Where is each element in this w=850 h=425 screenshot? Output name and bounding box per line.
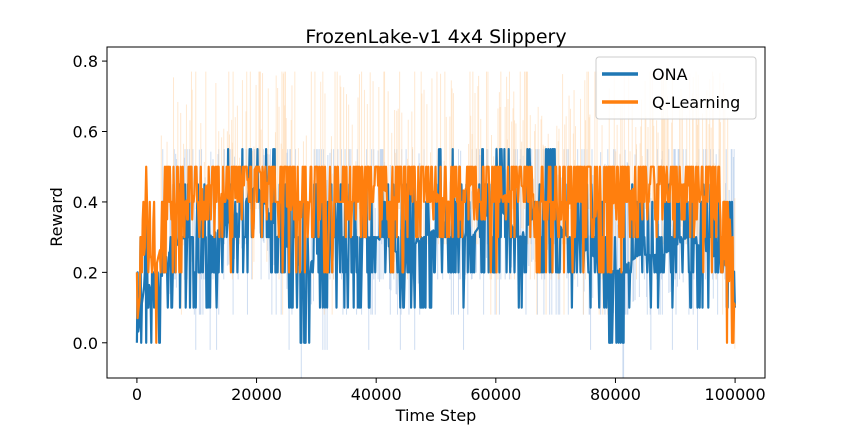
series-line [135, 148, 736, 344]
y-tick-label: 0.4 [73, 193, 98, 212]
x-axis: 0 20000 40000 60000 80000 100000 [132, 378, 766, 404]
plot-frame [106, 46, 766, 379]
y-tick-label: 0.2 [73, 263, 98, 282]
legend-label-ona: ONA [652, 65, 688, 84]
series-line [135, 165, 736, 344]
y-tick-label: 0.6 [73, 123, 98, 142]
y-axis: 0.0 0.2 0.4 0.6 0.8 [73, 52, 107, 353]
q-learning-series [135, 165, 736, 344]
x-tick-label: 60000 [470, 385, 521, 404]
chart-title: FrozenLake-v1 4x4 Slippery [305, 26, 566, 48]
y-tick-label: 0.8 [73, 52, 98, 71]
x-tick-label: 0 [132, 385, 142, 404]
y-tick-label: 0.0 [73, 334, 98, 353]
plot-area [135, 71, 736, 378]
x-tick-label: 100000 [705, 385, 766, 404]
x-axis-label: Time Step [395, 406, 477, 425]
legend-label-q-learning: Q-Learning [652, 93, 740, 112]
x-tick-label: 20000 [231, 385, 282, 404]
ona-series [135, 148, 736, 344]
x-tick-label: 80000 [590, 385, 641, 404]
legend: ONA Q-Learning [595, 56, 757, 120]
x-tick-label: 40000 [351, 385, 402, 404]
y-axis-label: Reward [47, 187, 66, 247]
